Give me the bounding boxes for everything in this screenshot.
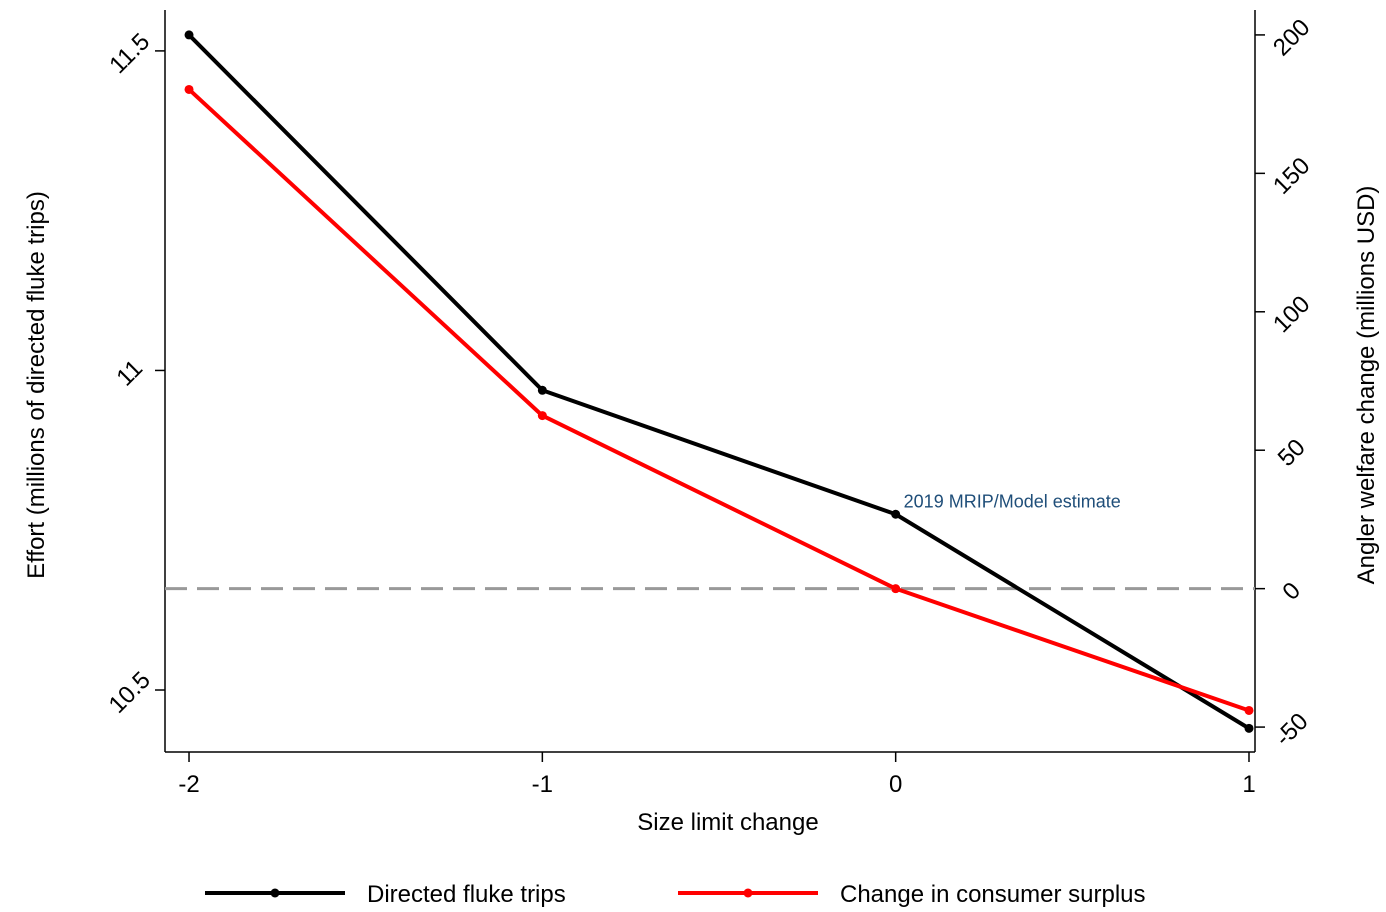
x-tick-label: -2 (178, 771, 199, 798)
data-point (184, 84, 194, 94)
y2-tick-label: 50 (1273, 434, 1311, 472)
y2-tick-label: -50 (1270, 708, 1314, 752)
legend-marker (743, 888, 753, 898)
data-point (184, 30, 194, 40)
y-tick-label: 11.5 (104, 28, 155, 79)
data-point (537, 385, 547, 395)
data-point (1244, 705, 1254, 715)
y-tick-label: 10.5 (104, 667, 156, 719)
data-point (1244, 723, 1254, 733)
series-line (187, 33, 1251, 731)
x-tick-label: 1 (1242, 771, 1255, 798)
legend-marker (270, 888, 280, 898)
y-tick-label: 11 (111, 355, 148, 392)
legend-label: Change in consumer surplus (840, 881, 1146, 908)
y2-tick-label: 100 (1268, 291, 1315, 338)
y2-tick-label: 200 (1268, 14, 1315, 61)
y2-tick-label: 0 (1277, 577, 1306, 606)
data-point (891, 509, 901, 519)
series-line (187, 87, 1250, 713)
y2-tick-label: 150 (1268, 152, 1315, 199)
data-point (537, 411, 547, 421)
x-axis-label: Size limit change (637, 809, 818, 836)
x-tick-label: -1 (532, 771, 553, 798)
legend-label: Directed fluke trips (367, 881, 566, 908)
x-tick-label: 0 (889, 771, 902, 798)
data-point (891, 584, 901, 594)
y-axis-label: Effort (millions of directed fluke trips… (23, 191, 50, 579)
y2-axis-label: Angler welfare change (millions USD) (1353, 186, 1380, 585)
annotation: 2019 MRIP/Model estimate (904, 491, 1121, 511)
